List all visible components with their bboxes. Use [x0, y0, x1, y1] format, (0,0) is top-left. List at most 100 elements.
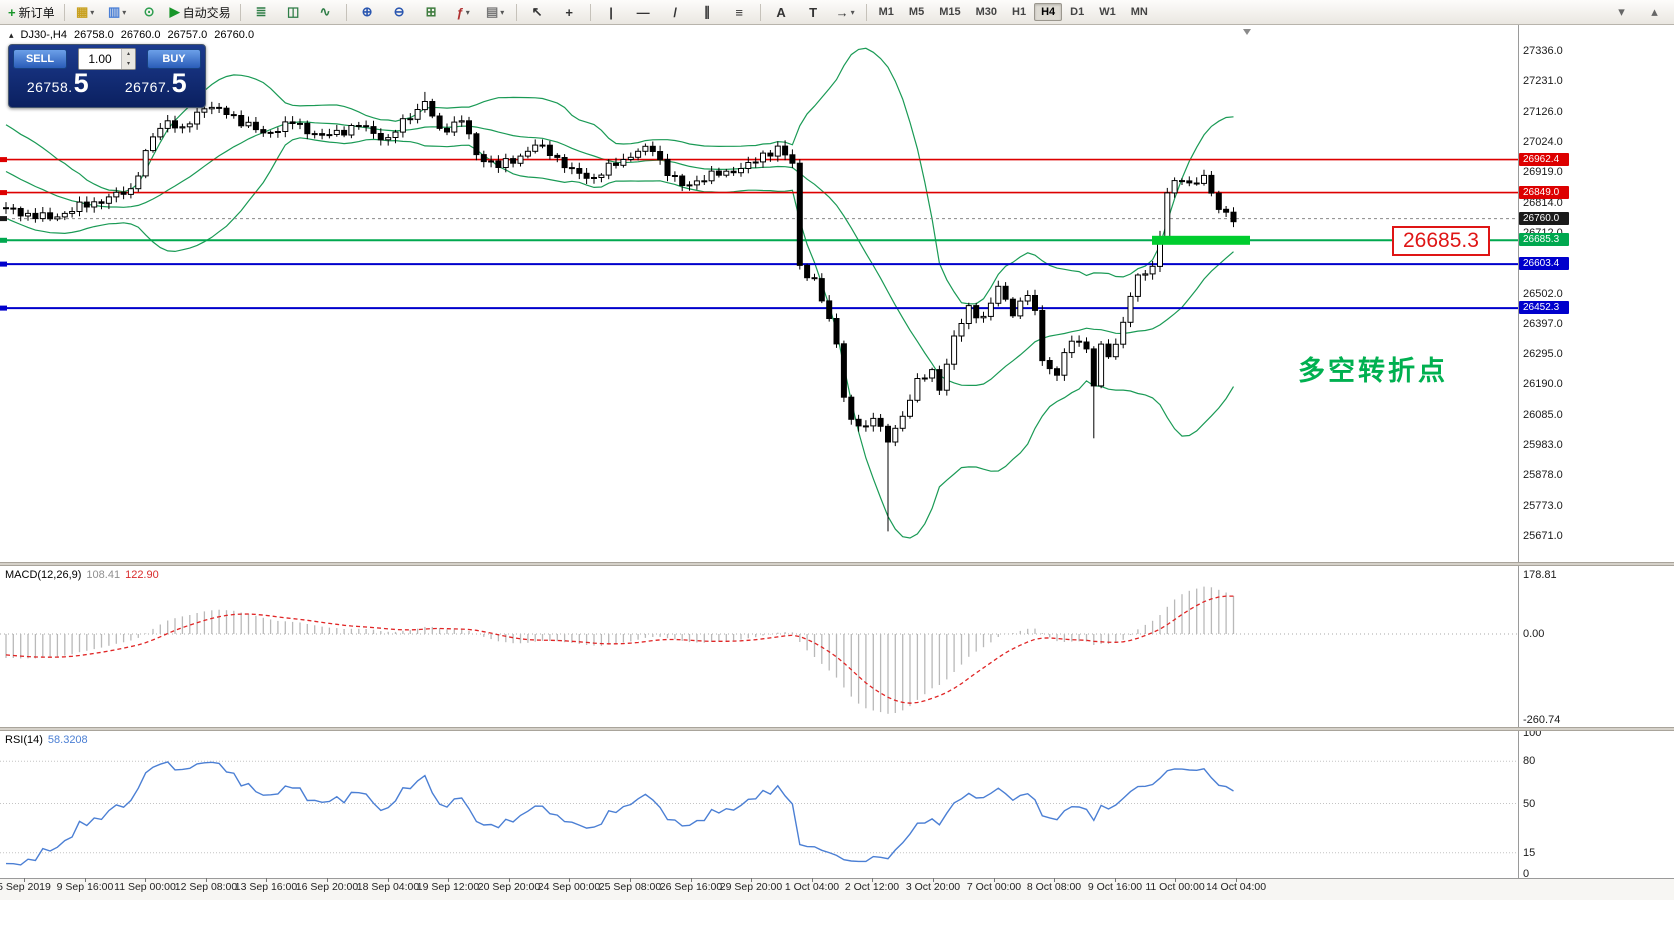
price-tag-26849.0: 26849.0	[1519, 186, 1569, 199]
chart-candles-button-icon: ◫	[286, 4, 300, 19]
buy-price: 26767. 5	[124, 68, 188, 98]
autotrading-button[interactable]: ▶ 自动交易	[166, 1, 235, 24]
tile-windows-button-icon: ⊞	[425, 4, 437, 19]
zoom-out-button-icon: ⊖	[393, 4, 405, 19]
time-axis-label: 14 Oct 04:00	[1205, 881, 1267, 893]
macd-header: MACD(12,26,9) 108.41 122.90	[5, 569, 159, 581]
timeframe-m15[interactable]: M15	[939, 6, 961, 18]
volume-control: ▴ ▾	[78, 48, 136, 70]
text-button-icon: A	[776, 4, 786, 20]
buy-button[interactable]: BUY	[147, 49, 201, 69]
profiles-button-dropdown[interactable]: ▾	[122, 7, 127, 17]
price-tag-26452.3: 26452.3	[1519, 301, 1569, 314]
time-axis-label: 16 Sep 20:00	[295, 881, 359, 893]
text-label-button[interactable]: T	[798, 1, 829, 24]
rsi-axis-label: 15	[1523, 847, 1536, 859]
zoom-in-button[interactable]: ⊕	[352, 1, 383, 24]
profiles-button[interactable]: ▥ ▾	[102, 1, 133, 24]
timeframe-h1[interactable]: H1	[1012, 6, 1027, 18]
panel-splitter[interactable]	[0, 727, 1674, 731]
price-chart[interactable]	[0, 25, 1518, 562]
macd-chart[interactable]	[0, 566, 1518, 727]
volume-up-button[interactable]: ▴	[122, 49, 135, 59]
price-axis-border	[1518, 25, 1519, 900]
time-axis-label: 2 Oct 12:00	[844, 881, 900, 893]
chart-float-button[interactable]: ▴	[1651, 4, 1658, 19]
crosshair-button[interactable]: +	[554, 1, 585, 24]
chart-candles-button[interactable]: ◫	[278, 1, 309, 24]
toolbar-separator	[515, 3, 517, 21]
chart-dock-button[interactable]: ▾	[1618, 4, 1625, 19]
new-order-button-label: 新订单	[18, 5, 55, 20]
arrows-button[interactable]: → ▾	[830, 1, 861, 24]
timeframe-w1[interactable]: W1	[1099, 6, 1116, 18]
templates-button[interactable]: ▤ ▾	[480, 1, 511, 24]
timeframe-h4[interactable]: H4	[1034, 3, 1063, 21]
chart-line-button-icon: ∿	[319, 4, 331, 19]
fibonacci-button[interactable]: ≡	[724, 1, 755, 24]
one-click-collapse-toggle[interactable]: ▴	[9, 29, 14, 40]
new-chart-button-icon: ▦	[75, 4, 89, 19]
time-axis-tick	[1175, 878, 1176, 882]
toolbar-separator	[63, 3, 65, 21]
zoom-out-button[interactable]: ⊖	[384, 1, 415, 24]
price-axis-label: 27336.0	[1523, 45, 1563, 57]
new-chart-button[interactable]: ▦ ▾	[70, 1, 101, 24]
timeframe-m5[interactable]: M5	[908, 6, 925, 18]
time-axis-label: 3 Oct 20:00	[905, 881, 961, 893]
data-window-button[interactable]: ⊙	[134, 1, 165, 24]
sell-button[interactable]: SELL	[13, 49, 67, 69]
price-callout-label[interactable]: 26685.3	[1392, 226, 1490, 256]
templates-button-dropdown[interactable]: ▾	[500, 7, 505, 17]
price-tag-26603.4: 26603.4	[1519, 257, 1569, 270]
tile-windows-button[interactable]: ⊞	[416, 1, 447, 24]
channel-button-icon: ∥	[703, 4, 711, 19]
price-axis-label: 27126.0	[1523, 106, 1563, 118]
price-axis-label: 25983.0	[1523, 439, 1563, 451]
time-axis-label: 9 Sep 16:00	[56, 881, 114, 893]
ohlc-open: 26758.0	[74, 29, 114, 41]
turning-point-note[interactable]: 多空转折点	[1298, 356, 1448, 386]
rsi-axis-label: 50	[1523, 798, 1536, 810]
timeframe-m30[interactable]: M30	[975, 6, 997, 18]
text-button[interactable]: A	[766, 1, 797, 24]
trendline-button[interactable]: /	[660, 1, 691, 24]
price-axis-label: 25878.0	[1523, 469, 1563, 481]
time-axis-label: 19 Sep 12:00	[416, 881, 480, 893]
channel-button[interactable]: ∥	[692, 1, 723, 24]
chart-bars-button-icon: ≣	[255, 4, 267, 19]
rsi-chart[interactable]	[0, 731, 1518, 878]
volume-input[interactable]	[79, 49, 121, 69]
time-axis-label: 5 Sep 2019	[0, 881, 51, 893]
vertical-line-button[interactable]: |	[596, 1, 627, 24]
chart-bars-button[interactable]: ≣	[246, 1, 277, 24]
cursor-button[interactable]: ↖	[522, 1, 553, 24]
price-tag-26962.4: 26962.4	[1519, 153, 1569, 166]
toolbar-right-controls: ▾ ▴	[1606, 1, 1670, 24]
panel-splitter[interactable]	[0, 562, 1674, 566]
time-axis[interactable]	[0, 878, 1674, 900]
indicators-button-dropdown[interactable]: ▾	[465, 7, 470, 17]
price-tag-26685.3: 26685.3	[1519, 233, 1569, 246]
timeframe-mn[interactable]: MN	[1130, 6, 1148, 18]
time-axis-tick	[448, 878, 449, 882]
time-axis-tick	[388, 878, 389, 882]
new-order-button[interactable]: + 新订单	[4, 1, 59, 24]
time-axis-label: 1 Oct 04:00	[784, 881, 840, 893]
crosshair-button-icon: +	[565, 4, 573, 20]
indicators-button[interactable]: ƒ ▾	[448, 1, 479, 24]
time-axis-label: 11 Oct 00:00	[1145, 881, 1205, 893]
timeframe-m1[interactable]: M1	[878, 6, 894, 18]
chart-line-button[interactable]: ∿	[310, 1, 341, 24]
arrows-button-dropdown[interactable]: ▾	[850, 7, 855, 17]
rsi-axis-label: 80	[1523, 755, 1536, 767]
ohlc-high: 26760.0	[120, 29, 161, 41]
new-chart-button-dropdown[interactable]: ▾	[90, 7, 95, 17]
timeframe-d1[interactable]: D1	[1070, 6, 1085, 18]
toolbar-separator	[759, 3, 761, 21]
time-axis-tick	[145, 878, 146, 882]
volume-down-button[interactable]: ▾	[122, 59, 135, 69]
time-axis-label: 29 Sep 20:00	[719, 881, 783, 893]
horizontal-line-button[interactable]: —	[628, 1, 659, 24]
